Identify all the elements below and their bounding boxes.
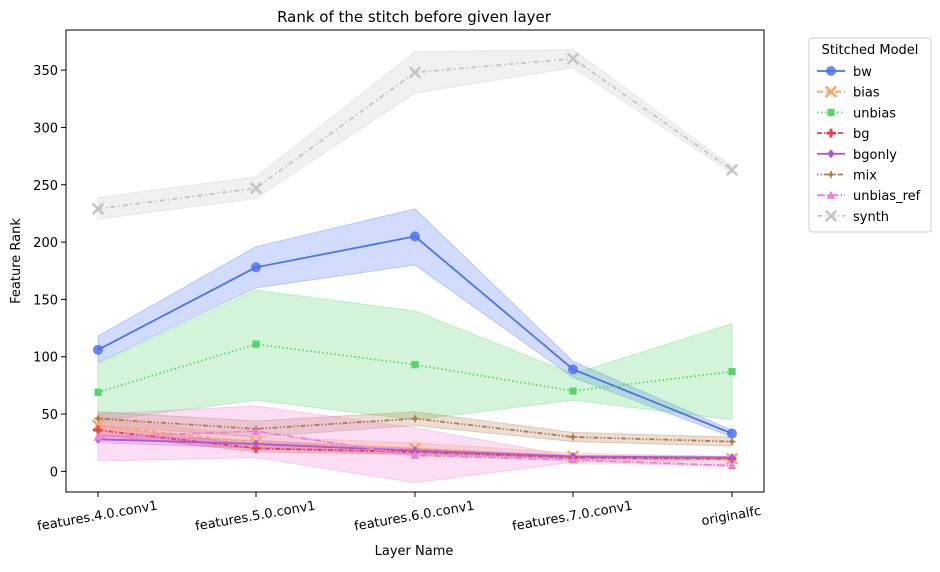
y-tick-label: 200 xyxy=(33,236,58,251)
y-tick-label: 250 xyxy=(33,179,58,194)
legend-title: Stitched Model xyxy=(822,43,919,58)
legend-label-synth: synth xyxy=(853,210,889,225)
point-bias xyxy=(92,419,104,432)
line-synth xyxy=(97,57,733,210)
y-tick-label: 300 xyxy=(33,121,58,136)
x-tick-label: features.4.0.conv1 xyxy=(36,499,159,535)
point-unbias xyxy=(94,388,102,396)
point-unbias_ref xyxy=(727,461,737,470)
point-bw xyxy=(93,344,103,355)
point-mix xyxy=(93,414,103,424)
point-unbias_ref xyxy=(568,455,578,464)
legend-label-bgonly: bgonly xyxy=(853,148,897,163)
legend-frame xyxy=(808,37,932,233)
legend-label-mix: mix xyxy=(853,169,877,184)
point-unbias xyxy=(728,368,736,376)
point-synth xyxy=(92,203,104,215)
legend-label-bias: bias xyxy=(853,86,880,101)
point-bgonly xyxy=(411,446,419,456)
legend-marker-unbias xyxy=(827,108,835,116)
x-tick-label: features.5.0.conv1 xyxy=(194,499,317,535)
point-unbias_ref xyxy=(410,450,420,459)
y-axis-label: Feature Rank xyxy=(9,218,24,304)
legend-marker-unbias_ref xyxy=(826,190,836,199)
point-unbias xyxy=(411,361,419,369)
y-tick-label: 350 xyxy=(33,64,58,79)
point-unbias xyxy=(252,340,260,348)
legend-label-unbias: unbias xyxy=(853,106,896,121)
line-unbias_ref xyxy=(97,430,733,467)
legend-marker-bg xyxy=(826,128,836,138)
y-tick-label: 0 xyxy=(50,465,58,480)
legend-label-bg: bg xyxy=(853,127,870,142)
point-bw xyxy=(568,364,578,375)
point-unbias_ref xyxy=(93,432,103,441)
point-bw xyxy=(727,428,737,439)
y-tick-label: 150 xyxy=(33,293,58,308)
chart-title: Rank of the stitch before given layer xyxy=(277,8,552,26)
x-tick-label: features.7.0.conv1 xyxy=(511,499,634,535)
y-axis: 0 50 100 150 200 250 300 350 xyxy=(33,64,66,480)
point-mix xyxy=(727,437,737,447)
legend-marker-mix xyxy=(826,170,836,179)
legend: Stitched Model bw bias unbias bg bgonly mix un… xyxy=(808,37,932,233)
legend-label-unbias_ref: unbias_ref xyxy=(853,189,921,204)
x-axis: features.4.0.conv1 features.5.0.conv1 feat… xyxy=(36,492,762,535)
point-unbias xyxy=(569,387,577,395)
point-mix xyxy=(568,432,578,442)
band-synth xyxy=(97,48,733,220)
point-synth xyxy=(409,66,421,79)
series-markers xyxy=(92,52,738,470)
x-axis-label: Layer Name xyxy=(375,544,454,559)
legend-marker-bgonly xyxy=(827,149,835,159)
point-bw xyxy=(251,262,261,273)
y-tick-label: 50 xyxy=(41,408,58,423)
legend-marker-bias xyxy=(825,85,837,98)
point-unbias_ref xyxy=(251,426,261,435)
point-synth xyxy=(726,164,738,176)
legend-marker-synth xyxy=(825,210,837,222)
point-synth xyxy=(250,182,262,195)
y-tick-label: 100 xyxy=(33,351,58,366)
point-synth xyxy=(567,52,579,65)
point-bgonly xyxy=(252,439,260,449)
x-tick-label: features.6.0.conv1 xyxy=(353,499,476,535)
point-bw xyxy=(410,231,420,242)
x-tick-label: originalfc xyxy=(700,504,762,529)
point-mix xyxy=(410,414,420,424)
legend-label-bw: bw xyxy=(853,65,872,80)
legend-marker-bw xyxy=(826,66,836,76)
point-bgonly xyxy=(728,453,736,463)
